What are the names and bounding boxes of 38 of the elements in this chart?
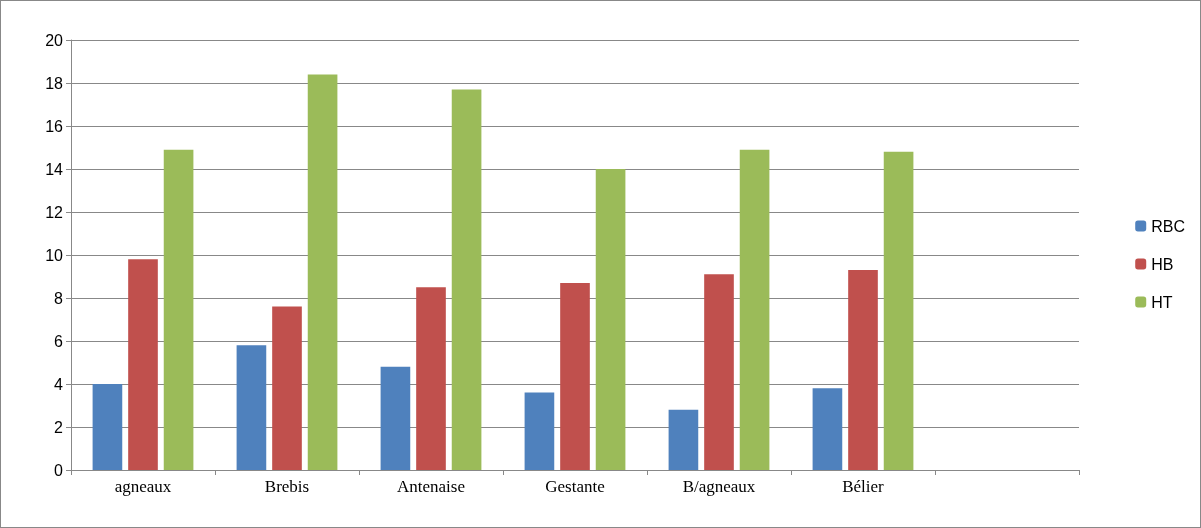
y-tick-label: 16 [45,117,64,135]
y-tick-label: 2 [54,418,64,436]
bar [848,270,878,470]
x-tick-label: Bélier [842,477,885,496]
x-tick-label: Antenaise [397,477,465,496]
bar [595,169,626,470]
bar [236,345,267,470]
x-tick-label: B/agneaux [682,477,756,496]
y-tick-label: 12 [45,203,64,221]
bar [704,274,734,470]
bar [560,282,590,470]
y-tick-label: 20 [45,31,64,49]
bar [163,149,194,470]
y-tick-label: 4 [54,375,64,393]
y-tick-label: 10 [45,246,64,264]
legend-label: HB [1151,255,1174,273]
bar [272,306,302,470]
legend-label: HT [1151,293,1173,311]
bar [307,74,338,470]
bar [416,287,446,470]
x-tick-label: Brebis [264,477,310,496]
legend-label: RBC [1151,217,1185,235]
x-tick-label: agneaux [114,477,172,496]
x-tick-label: Gestante [545,477,605,496]
y-tick-label: 6 [54,332,64,350]
bar [883,151,914,470]
bar [524,392,555,470]
y-tick-label: 18 [45,74,64,92]
y-tick-label: 0 [54,461,64,479]
bar [451,89,482,470]
bar [812,388,843,470]
y-tick-label: 14 [45,160,64,178]
bar [92,384,123,470]
bar [668,409,699,470]
bar [380,366,411,470]
bar [739,149,770,470]
bar [128,259,158,470]
y-tick-label: 8 [54,289,64,307]
